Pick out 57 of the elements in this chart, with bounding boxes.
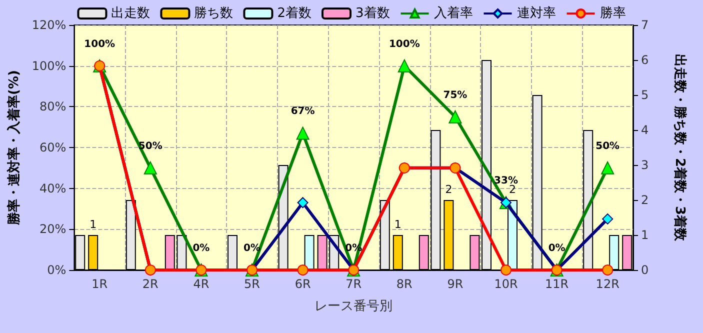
legend-label: 勝率 (600, 5, 626, 21)
data-label: 100% (388, 38, 420, 50)
y-tick-label: 120% (32, 18, 66, 32)
point (500, 264, 512, 276)
data-label: 0% (192, 243, 210, 254)
legend-label: 出走数 (111, 6, 150, 21)
x-tick-label: 6R (294, 277, 311, 291)
legend-label: 入着率 (434, 5, 473, 21)
y2-axis-title: 出走数・勝ち数・2着数・3着数 (672, 54, 688, 242)
data-label: 100% (84, 38, 116, 50)
x-tick-label: 4R (193, 277, 210, 291)
data-label: 1 (90, 218, 97, 231)
y-tick-label: 100% (32, 58, 66, 73)
x-tick-label: 11R (544, 277, 569, 291)
y-tick-label: 60% (40, 140, 66, 154)
point (448, 110, 462, 124)
x-tick-label: 9R (447, 277, 464, 291)
point (297, 197, 308, 208)
data-label: 0% (548, 243, 566, 254)
data-label: 1 (394, 218, 402, 231)
legend-label: 連対率 (516, 5, 556, 21)
y2-tick-label: 4 (641, 123, 649, 137)
y2-tick-label: 6 (641, 53, 649, 67)
x-tick-label: 7R (346, 277, 362, 291)
point (601, 161, 614, 174)
point (602, 213, 614, 224)
y2-tick-label: 5 (641, 88, 649, 102)
x-tick-label: 1R (92, 277, 108, 291)
data-label: 75% (443, 90, 468, 101)
x-tick-label: 8R (396, 277, 412, 291)
y-tick-label: 80% (40, 100, 66, 114)
data-label: 67% (290, 106, 315, 118)
point (398, 59, 411, 72)
y-tick-label: 0% (47, 263, 66, 277)
y-tick-label: 20% (40, 222, 66, 236)
y-axis-title: 勝率・連対率・入着率(%) (6, 70, 22, 226)
x-tick-label: 10R (494, 277, 518, 291)
point (296, 126, 310, 140)
point (144, 161, 157, 174)
y2-tick-label: 2 (641, 193, 649, 207)
legend-label: 2着数 (277, 5, 312, 21)
x-tick-label: 12R (596, 277, 620, 291)
x-tick-label: 2R (142, 277, 158, 291)
point (602, 264, 614, 276)
data-label: 2 (445, 183, 452, 196)
y2-tick-label: 3 (641, 158, 649, 172)
y2-tick-label: 7 (641, 18, 649, 32)
data-label: 50% (596, 140, 620, 152)
point (297, 264, 308, 276)
y2-tick-label: 0 (641, 263, 649, 277)
y2-tick-label: 1 (641, 228, 649, 242)
y-tick-label: 40% (40, 181, 66, 196)
x-axis-title: レース番号別 (314, 299, 393, 314)
legend-label: 勝ち数 (194, 6, 234, 21)
legend-label: 3着数 (356, 5, 390, 21)
data-label: 2 (509, 183, 516, 196)
x-tick-label: 5R (244, 277, 260, 291)
